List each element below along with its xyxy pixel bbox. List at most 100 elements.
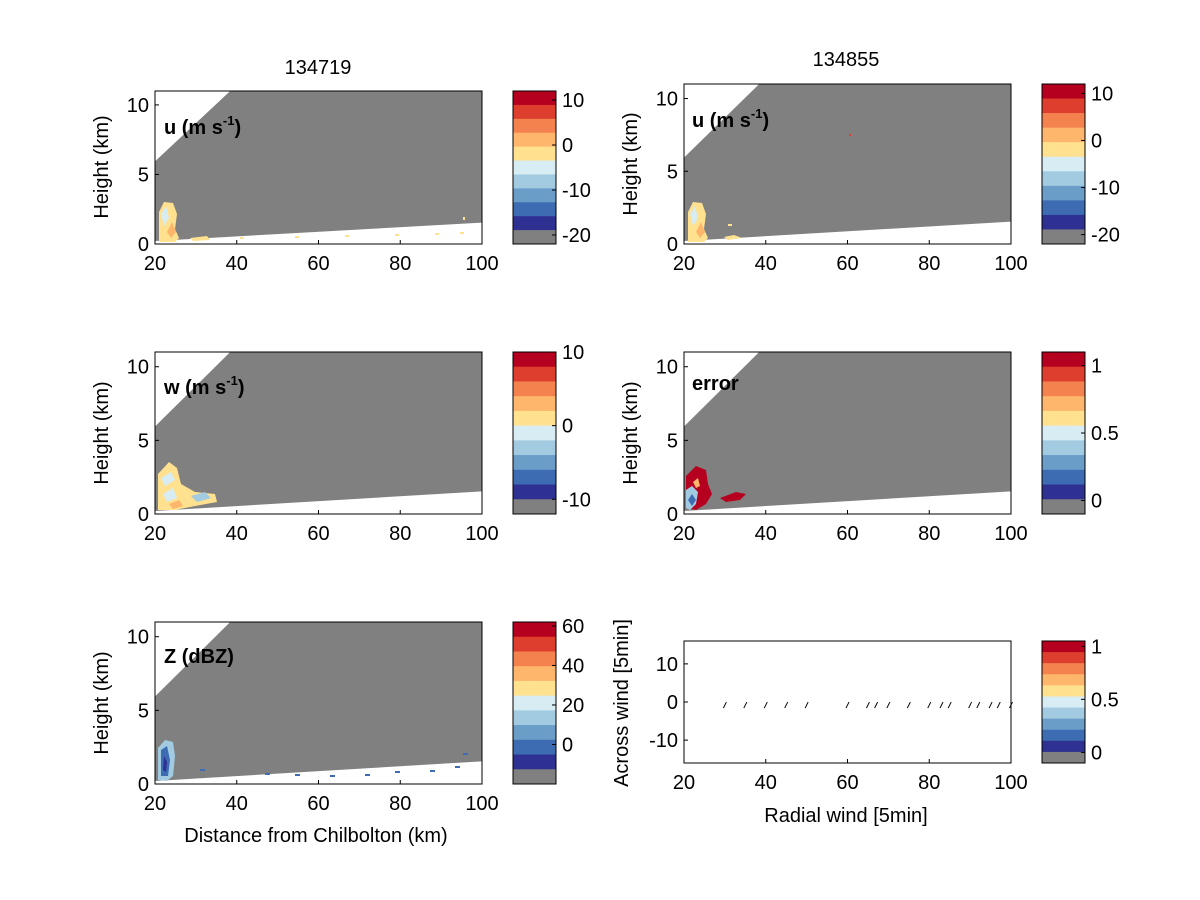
wind-vector bbox=[722, 701, 727, 709]
colorbar-segment bbox=[513, 216, 556, 231]
panel-label-u-main: u (m s bbox=[164, 117, 223, 139]
colorbar-segment bbox=[513, 695, 556, 711]
panel-label-u-close: ) bbox=[234, 117, 241, 139]
y-tick-label: 10 bbox=[656, 357, 678, 379]
panel-label-u-sup: -1 bbox=[223, 113, 235, 128]
x-tick-label: 40 bbox=[226, 523, 248, 545]
colorbar-segment bbox=[513, 636, 556, 652]
colorbar-segment bbox=[513, 230, 556, 245]
colorbar-segment bbox=[1042, 484, 1085, 500]
y-tick-label: 10 bbox=[127, 95, 149, 117]
colorbar-frame bbox=[1041, 83, 1086, 245]
colorbar-tick-label: 40 bbox=[562, 655, 584, 677]
y-tick-label: 10 bbox=[656, 654, 678, 676]
x-tick-label: 60 bbox=[836, 253, 858, 275]
wind-vector bbox=[1009, 701, 1013, 709]
wind-vector bbox=[845, 701, 850, 709]
colorbar-tick-label: 0 bbox=[1091, 491, 1102, 513]
echo-patch bbox=[720, 492, 746, 502]
panel-label-w-sup: -1 bbox=[226, 373, 238, 388]
wind-vector bbox=[763, 701, 768, 709]
colorbar-segment bbox=[513, 484, 556, 500]
colorbar-segment bbox=[513, 381, 556, 397]
x-tick-label: 100 bbox=[994, 523, 1027, 545]
colorbar-segment bbox=[1042, 469, 1085, 486]
radar-coverage-area bbox=[155, 352, 482, 511]
echo-speck bbox=[265, 773, 270, 775]
colorbar-tick-label: 0 bbox=[1091, 130, 1102, 152]
echo-speck bbox=[200, 769, 205, 771]
wind-vector bbox=[947, 701, 952, 709]
echo-patch bbox=[169, 500, 183, 509]
colorbar-segment bbox=[1042, 425, 1085, 441]
echo-patch bbox=[724, 235, 742, 240]
colorbar-segment bbox=[513, 118, 556, 134]
colorbar-segment bbox=[1042, 84, 1085, 100]
y-tick-label: 0 bbox=[667, 692, 678, 714]
colorbar-segment bbox=[1042, 455, 1085, 471]
colorbar-segment bbox=[513, 425, 556, 441]
panel-wind: 20 40 60 80 100 -10 0 10 1 0.5 0 bbox=[649, 636, 1119, 794]
x-tick-label: 40 bbox=[226, 793, 248, 815]
x-tick-label: 20 bbox=[673, 772, 695, 794]
x-tick-label: 40 bbox=[755, 253, 777, 275]
echo-speck bbox=[395, 234, 399, 236]
y-tick-label: 5 bbox=[667, 430, 678, 452]
colorbar-tick-label: 0 bbox=[1091, 742, 1102, 764]
wind-vector bbox=[743, 701, 748, 709]
x-tick-label: 20 bbox=[144, 793, 166, 815]
wind-vector bbox=[996, 701, 1001, 709]
wind-vector bbox=[927, 701, 932, 709]
plot-frame bbox=[683, 640, 1012, 764]
echo-patch bbox=[688, 494, 696, 506]
y-tick-label: 0 bbox=[138, 774, 149, 796]
colorbar-segment bbox=[1042, 499, 1085, 515]
colorbar-frame bbox=[1041, 640, 1086, 764]
colorbar-segment bbox=[1042, 740, 1085, 753]
x-tick-label: 20 bbox=[673, 523, 695, 545]
x-tick-label: 80 bbox=[389, 523, 411, 545]
colorbar-segment bbox=[513, 188, 556, 203]
colorbar-segment bbox=[513, 132, 556, 148]
echo-speck bbox=[463, 217, 465, 220]
x-tick-label: 100 bbox=[994, 772, 1027, 794]
panel-title-134719: 134719 bbox=[285, 57, 352, 79]
y-tick-label: 5 bbox=[138, 430, 149, 452]
colorbar-segment bbox=[513, 739, 556, 756]
y-axis-label: Height (km) bbox=[620, 381, 642, 484]
colorbar-tick-label: 10 bbox=[562, 90, 584, 112]
colorbar-segment bbox=[1042, 229, 1085, 245]
y-tick-label: 10 bbox=[127, 357, 149, 379]
wind-vector bbox=[865, 701, 870, 709]
y-axis-label: Height (km) bbox=[620, 112, 642, 215]
colorbar-segment bbox=[513, 160, 556, 175]
colorbar-segment bbox=[513, 666, 556, 682]
wind-vector bbox=[976, 701, 981, 709]
colorbar-segment bbox=[513, 710, 556, 726]
panel-label-z: Z (dBZ) bbox=[164, 646, 234, 668]
colorbar-segment bbox=[513, 754, 556, 770]
colorbar-segment bbox=[1042, 381, 1085, 397]
colorbar-segment bbox=[513, 469, 556, 486]
colorbar-segment bbox=[1042, 652, 1085, 664]
colorbar-segment bbox=[513, 202, 556, 217]
x-tick-label: 20 bbox=[144, 523, 166, 545]
y-tick-label: 10 bbox=[127, 627, 149, 649]
colorbar-tick-label: -20 bbox=[1091, 225, 1120, 247]
panel-error: 20 40 60 80 100 0 5 10 1 0.5 0 bbox=[656, 351, 1119, 545]
colorbar-segment bbox=[513, 622, 556, 638]
echo-speck bbox=[849, 134, 851, 136]
echo-patch bbox=[163, 488, 177, 502]
colorbar-segment bbox=[1042, 707, 1085, 720]
echo-speck bbox=[430, 770, 435, 772]
y-tick-label: -10 bbox=[649, 730, 678, 752]
echo-speck bbox=[295, 774, 300, 776]
colorbar-tick-label: 10 bbox=[1091, 83, 1113, 105]
panel-label-u: u (m s-1) bbox=[164, 113, 241, 139]
x-axis-label: Radial wind [5min] bbox=[764, 805, 927, 827]
y-tick-label: 5 bbox=[138, 164, 149, 186]
y-tick-label: 0 bbox=[667, 234, 678, 256]
colorbar-tick-label: -10 bbox=[562, 180, 591, 202]
